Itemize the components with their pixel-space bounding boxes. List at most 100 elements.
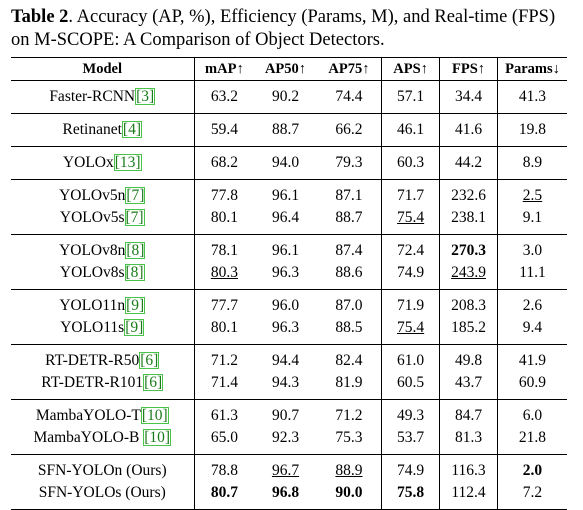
header-model: Model bbox=[82, 61, 122, 77]
citation-link[interactable]: [9] bbox=[124, 319, 145, 336]
ap50-cell: 90.2 bbox=[254, 81, 317, 114]
model-name: RT-DETR-R101 bbox=[41, 374, 144, 391]
map-cell: 61.3 bbox=[193, 399, 255, 427]
params-cell: 2.5 bbox=[496, 179, 567, 207]
citation-link[interactable]: [8] bbox=[125, 242, 146, 259]
citation-link[interactable]: [7] bbox=[125, 187, 146, 204]
model-name-cell: YOLOx[13] bbox=[11, 147, 194, 180]
fps-cell: 81.3 bbox=[439, 427, 498, 455]
model-name-cell: RT-DETR-R101[6] bbox=[11, 372, 194, 400]
citation-link[interactable]: [6] bbox=[139, 352, 160, 369]
model-name-cell: YOLOv8n[8] bbox=[11, 235, 194, 263]
table-caption: Table 2. Accuracy (AP, %), Efficiency (P… bbox=[11, 6, 576, 52]
params-value: 11.1 bbox=[519, 264, 546, 281]
map-cell: 80.1 bbox=[193, 207, 255, 235]
table-row: Retinanet[4] 59.4 88.7 66.2 46.1 41.6 19.8 bbox=[11, 113, 567, 147]
model-name: Retinanet bbox=[62, 121, 122, 138]
ap75-value: 88.6 bbox=[335, 264, 363, 281]
model-name-cell: YOLOv5n[7] bbox=[11, 180, 194, 208]
fps-value: 116.3 bbox=[451, 462, 486, 479]
params-value: 3.0 bbox=[522, 242, 543, 259]
ap75-cell: 90.0 bbox=[317, 482, 382, 510]
params-cell: 6.0 bbox=[496, 399, 567, 427]
map-value: 71.2 bbox=[210, 352, 238, 369]
ap75-cell: 81.9 bbox=[317, 372, 382, 400]
aps-cell: 61.0 bbox=[381, 344, 440, 372]
header-ap50: AP50↑ bbox=[264, 61, 307, 77]
fps-cell: 84.7 bbox=[439, 399, 498, 427]
map-value: 77.8 bbox=[210, 187, 238, 204]
citation-link[interactable]: [9] bbox=[125, 297, 146, 314]
map-cell: 77.8 bbox=[193, 179, 255, 207]
aps-value: 60.3 bbox=[397, 154, 425, 171]
table-row: YOLOv5s[7] 80.1 96.4 88.7 75.4 238.1 9.1 bbox=[11, 207, 567, 235]
ap50-cell: 96.1 bbox=[254, 180, 317, 208]
table-label: Table 2 bbox=[11, 7, 69, 27]
fps-value: 81.3 bbox=[454, 429, 483, 446]
citation-link[interactable]: [6] bbox=[143, 374, 164, 391]
ap50-value: 90.2 bbox=[271, 88, 300, 105]
ap75-value: 90.0 bbox=[335, 484, 363, 501]
ap50-value: 88.7 bbox=[271, 121, 300, 138]
citation-link[interactable]: [10] bbox=[140, 407, 169, 424]
ap75-value: 71.2 bbox=[335, 407, 363, 424]
model-name-cell: MambaYOLO-T[10] bbox=[11, 400, 194, 428]
row-group: YOLO11n[9] 77.7 96.0 87.0 71.9 208.3 2.6 YOLO11… bbox=[11, 289, 567, 345]
fps-value: 43.7 bbox=[454, 374, 483, 391]
fps-value: 44.2 bbox=[454, 154, 483, 171]
aps-cell: 71.7 bbox=[381, 179, 440, 207]
aps-cell: 74.9 bbox=[381, 454, 440, 482]
params-value: 2.0 bbox=[522, 462, 543, 479]
ap50-cell: 96.3 bbox=[254, 262, 317, 290]
citation-link[interactable]: [13] bbox=[113, 154, 142, 171]
header-map: mAP↑ bbox=[193, 57, 255, 81]
params-cell: 8.9 bbox=[496, 146, 567, 180]
ap50-value: 96.1 bbox=[271, 242, 300, 259]
params-cell: 41.9 bbox=[496, 344, 567, 372]
citation-link[interactable]: [4] bbox=[121, 121, 142, 138]
aps-value: 46.1 bbox=[397, 121, 425, 138]
fps-cell: 112.4 bbox=[439, 482, 498, 510]
map-value: 61.3 bbox=[210, 407, 238, 424]
header-ap75: AP75↑ bbox=[328, 61, 370, 77]
params-value: 9.1 bbox=[522, 209, 543, 226]
map-value: 65.0 bbox=[210, 429, 238, 446]
ap50-value: 96.4 bbox=[271, 209, 300, 226]
model-name: YOLOx bbox=[62, 154, 114, 171]
aps-value: 57.1 bbox=[397, 88, 425, 105]
ap50-cell: 96.0 bbox=[254, 290, 317, 318]
citation-link[interactable]: [7] bbox=[124, 209, 145, 226]
ap75-value: 88.7 bbox=[335, 209, 363, 226]
fps-cell: 43.7 bbox=[439, 372, 498, 400]
model-name: YOLO11s bbox=[60, 319, 125, 336]
fps-value: 49.8 bbox=[454, 352, 483, 369]
model-name: YOLOv8s bbox=[59, 264, 125, 281]
citation-link[interactable]: [3] bbox=[135, 88, 156, 105]
ap50-cell: 94.4 bbox=[254, 345, 317, 373]
model-name: MambaYOLO-T bbox=[35, 407, 141, 424]
ap75-value: 87.1 bbox=[335, 187, 363, 204]
ap50-cell: 96.3 bbox=[254, 317, 317, 345]
ap50-cell: 96.7 bbox=[254, 455, 317, 483]
table-row: SFN-YOLOs (Ours) 80.7 96.8 90.0 75.8 112.4 7.2 bbox=[11, 482, 567, 510]
row-group: Retinanet[4] 59.4 88.7 66.2 46.1 41.6 19.8 bbox=[11, 113, 567, 147]
header-fps: FPS↑ bbox=[439, 57, 498, 81]
params-cell: 41.3 bbox=[496, 80, 567, 114]
row-group: RT-DETR-R50[6] 71.2 94.4 82.4 61.0 49.8 41.9 RT… bbox=[11, 344, 567, 400]
params-cell: 19.8 bbox=[496, 113, 567, 147]
params-value: 60.9 bbox=[518, 374, 547, 391]
model-name-cell: YOLOv8s[8] bbox=[11, 262, 194, 290]
model-name-cell: RT-DETR-R50[6] bbox=[11, 345, 194, 373]
citation-link[interactable]: [8] bbox=[124, 264, 145, 281]
header-params: Params↓ bbox=[496, 57, 567, 81]
params-cell: 21.8 bbox=[496, 427, 567, 455]
fps-cell: 44.2 bbox=[439, 146, 498, 180]
fps-cell: 116.3 bbox=[439, 454, 498, 482]
citation-link[interactable]: [10] bbox=[143, 429, 172, 446]
aps-value: 75.4 bbox=[397, 209, 425, 226]
aps-value: 75.4 bbox=[397, 319, 425, 336]
fps-value: 243.9 bbox=[451, 264, 486, 281]
fps-cell: 243.9 bbox=[439, 262, 498, 290]
ap75-value: 87.4 bbox=[335, 242, 363, 259]
aps-cell: 75.8 bbox=[381, 482, 440, 510]
